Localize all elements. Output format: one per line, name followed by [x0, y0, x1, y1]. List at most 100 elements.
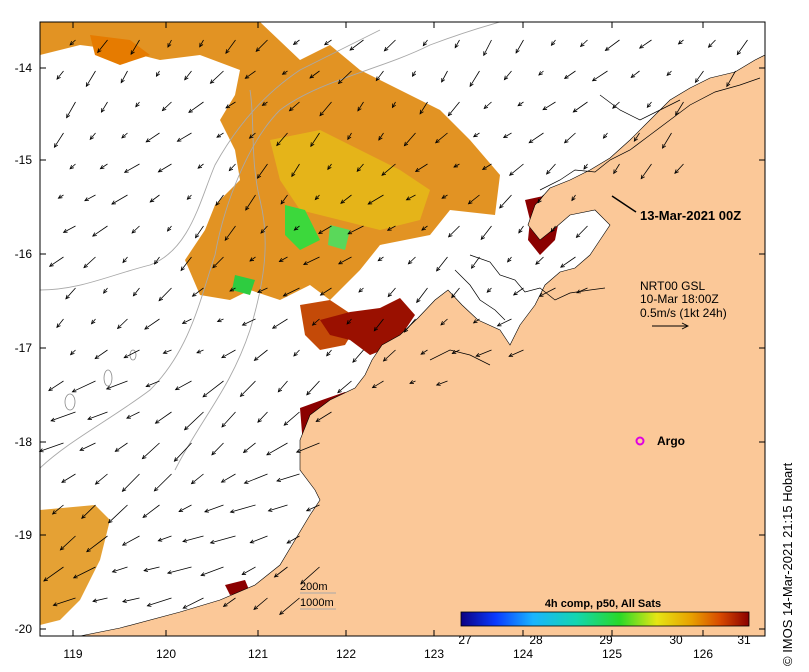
current-arrow	[83, 256, 96, 268]
current-arrowhead	[434, 138, 440, 144]
current-arrow	[312, 318, 320, 326]
current-arrow	[315, 194, 320, 200]
current-arrow	[387, 225, 396, 231]
current-arrowhead	[293, 226, 299, 231]
current-arrowhead	[249, 539, 255, 544]
current-arrow	[453, 163, 460, 168]
current-arrow	[346, 318, 352, 325]
current-arrow	[662, 132, 672, 149]
current-arrow	[475, 349, 492, 357]
current-arrowhead	[575, 233, 581, 239]
current-arrow	[539, 287, 556, 297]
current-arrowhead	[48, 262, 54, 267]
current-arrowhead	[346, 320, 351, 325]
current-arrowhead	[204, 508, 209, 513]
current-arrowhead	[85, 82, 90, 88]
current-arrowhead	[197, 164, 203, 169]
current-arrow	[73, 566, 96, 579]
current-arrowhead	[640, 174, 645, 180]
current-arrow	[468, 194, 480, 205]
current-arrowhead	[194, 233, 200, 239]
current-arrow	[154, 473, 172, 492]
current-arrowhead	[572, 108, 578, 113]
current-scale: 0.5m/s (1kt 24h)	[640, 306, 727, 320]
current-arrowhead	[507, 257, 512, 263]
current-arrow	[416, 287, 428, 303]
current-arrowhead	[200, 572, 206, 577]
current-arrow	[72, 380, 96, 393]
current-arrow	[518, 225, 524, 234]
current-arrow	[422, 39, 428, 46]
current-arrow	[613, 163, 620, 174]
current-arrowhead	[542, 106, 548, 111]
current-arrow	[274, 566, 288, 578]
plot-frame	[39, 21, 766, 637]
current-arrow	[124, 163, 140, 173]
current-arrowhead	[141, 454, 147, 460]
current-arrow	[387, 287, 396, 297]
lat-tick-label: -16	[15, 247, 33, 261]
current-arrow	[605, 39, 620, 51]
current-arrow	[320, 287, 332, 296]
current-arrowhead	[412, 72, 417, 77]
current-arrowhead	[409, 380, 415, 384]
current-arrow	[106, 380, 128, 390]
current-arrow	[289, 101, 300, 112]
current-arrow	[276, 132, 288, 146]
current-arrow	[309, 70, 320, 79]
current-arrowhead	[184, 75, 189, 81]
current-arrowhead	[662, 144, 667, 149]
current-arrowhead	[90, 319, 96, 325]
current-arrow	[535, 256, 544, 265]
current-arrow	[666, 70, 672, 76]
current-arrow	[177, 132, 192, 142]
current-arrowhead	[295, 448, 301, 453]
current-arrowhead	[249, 257, 255, 262]
current-arrowhead	[105, 385, 111, 390]
current-arrow	[454, 39, 460, 48]
current-arrow	[486, 287, 492, 293]
current-arrow	[674, 163, 684, 174]
current-arrowhead	[99, 164, 105, 170]
land-area	[79, 22, 765, 636]
current-arrow	[103, 287, 108, 294]
current-arrowhead	[382, 357, 388, 362]
current-arrowhead	[242, 448, 248, 454]
current-arrow	[726, 70, 736, 87]
current-arrow	[357, 101, 364, 112]
current-arrowhead	[191, 292, 197, 297]
current-arrowhead	[736, 50, 741, 56]
current-arrow	[167, 39, 172, 48]
current-arrow	[50, 411, 76, 422]
current-arrowhead	[467, 200, 473, 205]
current-arrow	[182, 318, 192, 324]
current-arrowhead	[579, 42, 585, 48]
current-arrowhead	[69, 41, 75, 46]
current-arrowhead	[278, 257, 284, 262]
current-arrowhead	[707, 43, 713, 48]
current-arrowhead	[100, 108, 105, 113]
current-arrow	[515, 39, 524, 54]
current-arrowhead	[633, 137, 638, 142]
contour-shelf	[174, 89, 266, 471]
current-arrowhead	[315, 417, 321, 422]
lon-tick-label: 122	[336, 647, 356, 661]
current-arrowhead	[356, 167, 361, 173]
current-arrow	[245, 194, 256, 211]
current-arrowhead	[157, 168, 163, 173]
lon-tick-label: 123	[424, 647, 444, 661]
current-arrowhead	[538, 292, 544, 297]
current-arrow	[373, 318, 384, 332]
current-arrowhead	[436, 266, 441, 272]
current-arrowhead	[481, 165, 487, 171]
current-arrow	[92, 225, 108, 237]
current-arrowhead	[72, 574, 78, 579]
current-arrowhead	[352, 358, 357, 363]
current-arrowhead	[517, 102, 523, 107]
current-arrowhead	[416, 298, 421, 304]
current-arrow	[66, 101, 76, 118]
current-arrow	[447, 101, 460, 116]
current-arrow	[117, 318, 128, 329]
current-arrowhead	[480, 235, 485, 241]
